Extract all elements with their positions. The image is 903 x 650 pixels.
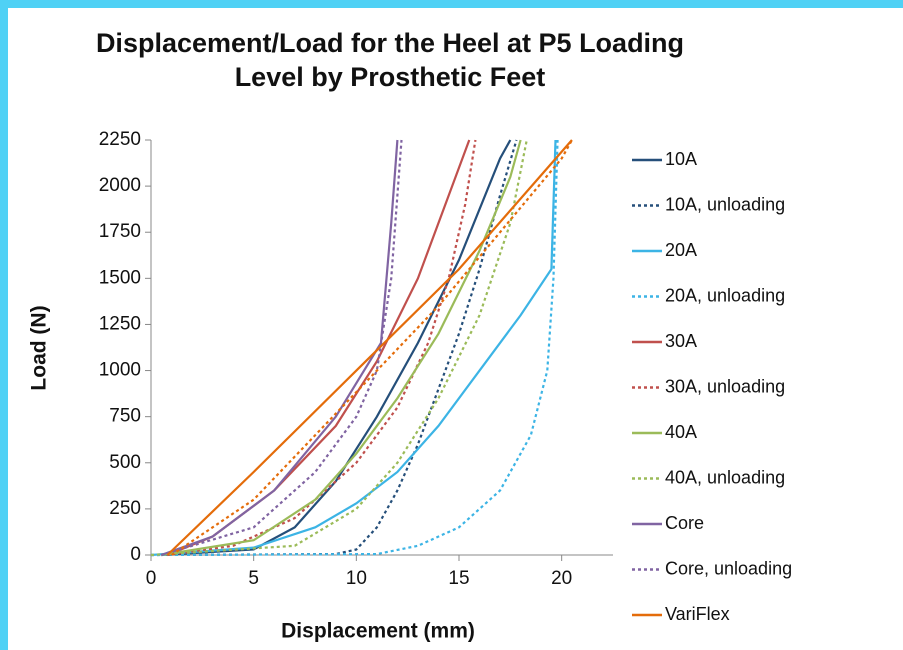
x-tick-label: 20 — [551, 568, 572, 589]
series-line — [150, 139, 559, 557]
y-tick-label: 500 — [109, 452, 141, 473]
x-tick-label: 15 — [448, 568, 469, 589]
legend-label: 20A, unloading — [665, 285, 785, 305]
legend-label: 40A, unloading — [665, 467, 785, 487]
legend-label: 30A — [665, 331, 697, 351]
legend-label: 20A — [665, 240, 697, 260]
legend-label: Core, unloading — [665, 558, 792, 578]
x-tick-label: 0 — [146, 568, 157, 589]
x-tick-label: 5 — [248, 568, 259, 589]
y-tick-label: 0 — [130, 544, 141, 565]
series-line — [161, 139, 522, 557]
series-line — [150, 139, 528, 557]
series-line — [161, 139, 512, 557]
y-tick-label: 1750 — [99, 221, 141, 242]
legend-label: Core — [665, 513, 704, 533]
y-tick-label: 2000 — [99, 175, 141, 196]
y-tick-label: 2250 — [99, 129, 141, 150]
series-line — [160, 139, 399, 557]
series-line — [170, 139, 573, 556]
y-tick-label: 750 — [109, 406, 141, 427]
series-line — [167, 139, 477, 557]
y-tick-label: 1500 — [99, 267, 141, 288]
legend-label: 10A, unloading — [665, 194, 785, 214]
legend-label: 40A — [665, 422, 697, 442]
y-axis-title: Load (N) — [28, 305, 51, 390]
series-line — [160, 139, 403, 557]
legend-label: 30A, unloading — [665, 376, 785, 396]
series-line — [167, 139, 471, 557]
series-line — [166, 139, 573, 556]
x-tick-label: 10 — [346, 568, 367, 589]
x-axis-title: Displacement (mm) — [281, 620, 475, 643]
series-line — [150, 139, 518, 557]
y-tick-label: 1000 — [99, 360, 141, 381]
y-tick-label: 1250 — [99, 313, 141, 334]
legend-label: 10A — [665, 149, 697, 169]
y-tick-label: 250 — [109, 498, 141, 519]
legend-label: VariFlex — [665, 604, 730, 624]
series-line — [150, 139, 557, 557]
chart-title: Displacement/Load for the Heel at P5 Loa… — [95, 28, 685, 92]
